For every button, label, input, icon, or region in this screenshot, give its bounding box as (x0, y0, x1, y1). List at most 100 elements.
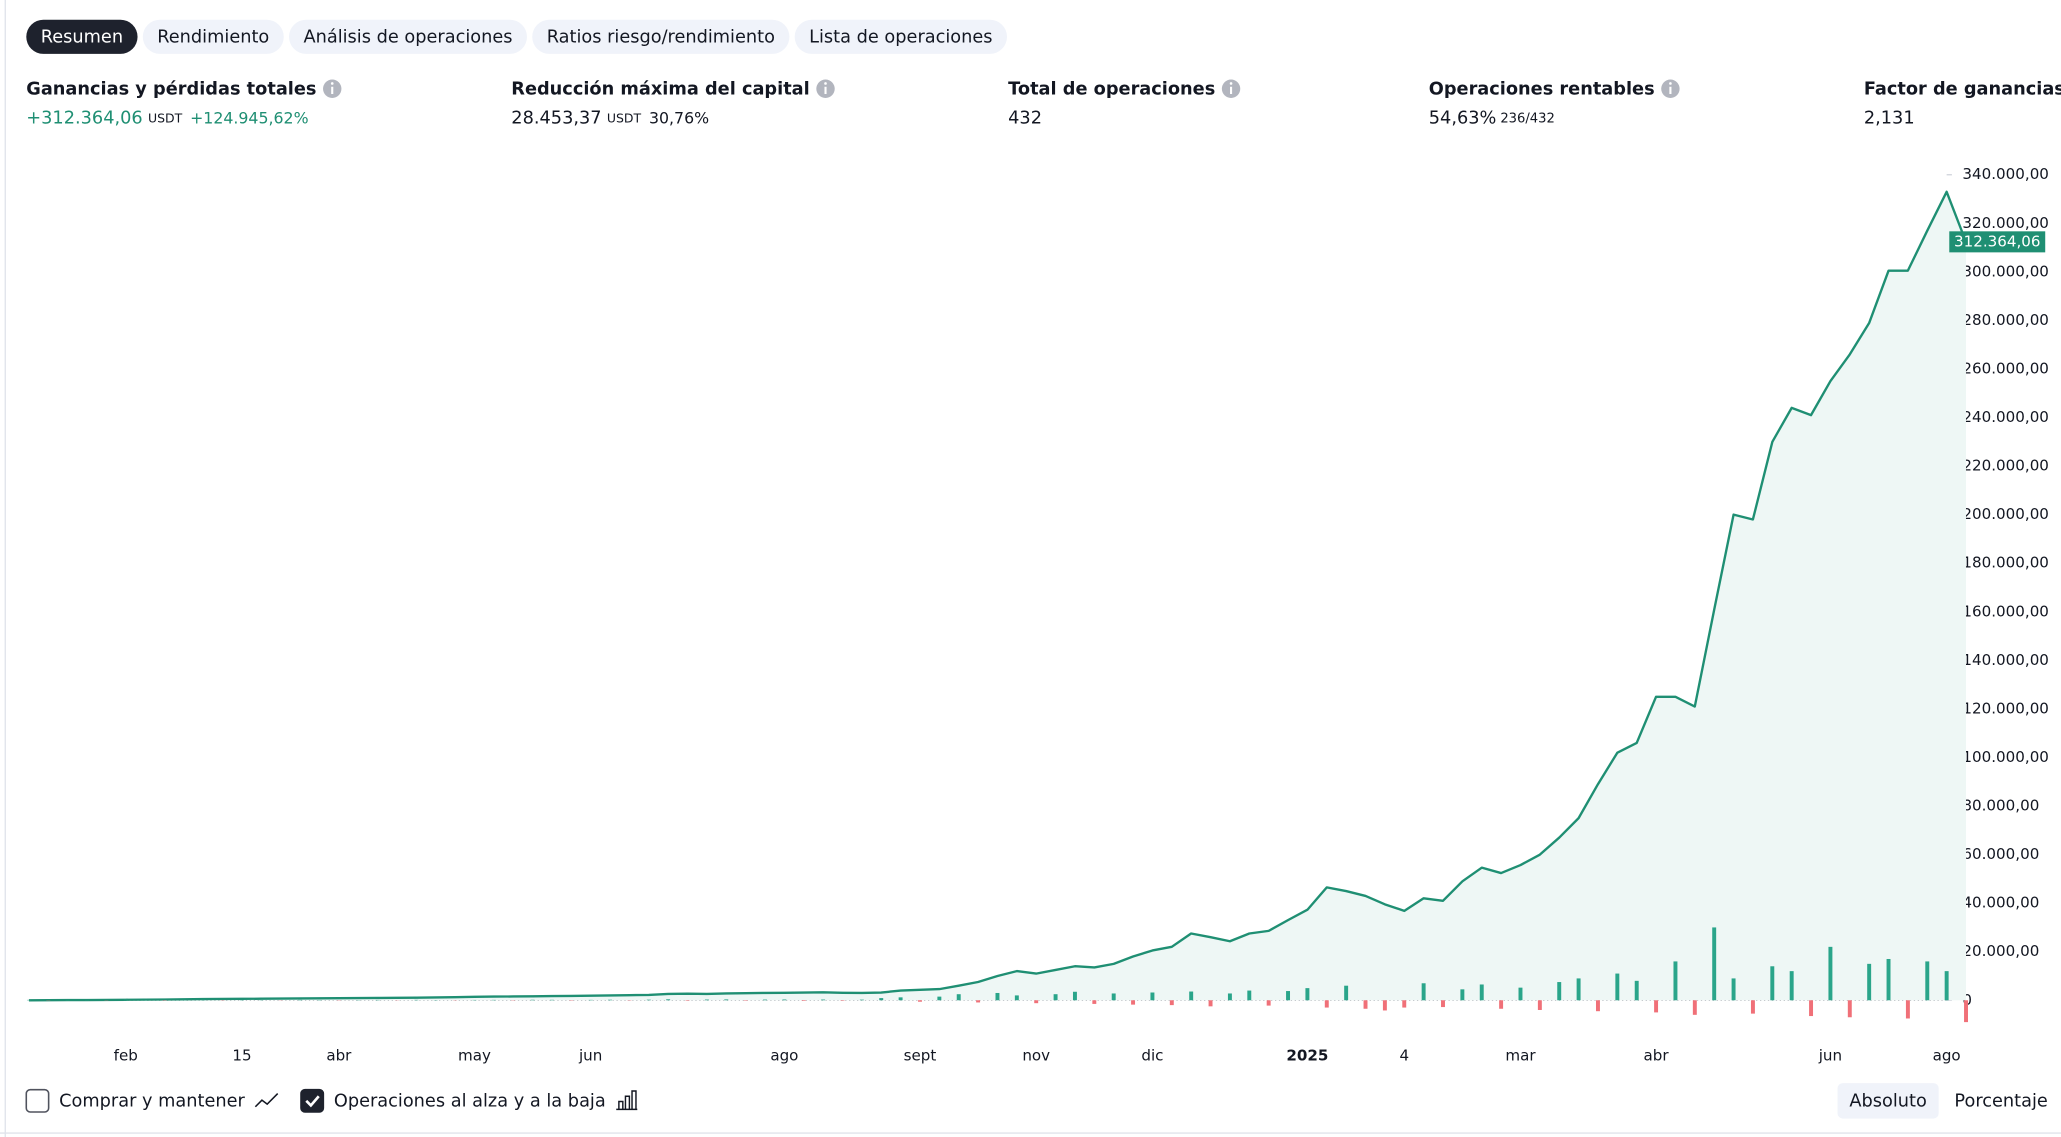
x-tick-label: ago (1933, 1047, 1961, 1065)
equity-line (28, 190, 1968, 1002)
info-icon-dot (824, 82, 827, 85)
y-tick-label: 260.000,00 (1962, 359, 2049, 377)
trade-bar (801, 1000, 806, 1001)
x-tick-label: 15 (232, 1047, 251, 1065)
trade-bar (879, 998, 884, 1001)
tab[interactable] (26, 19, 138, 54)
y-tick-label: 80.000,00 (1962, 797, 2039, 815)
x-tick-label: jun (578, 1047, 602, 1065)
trade-bar (1828, 946, 1833, 1001)
tab[interactable] (794, 19, 1007, 54)
x-tick-label: mar (1505, 1047, 1536, 1065)
y-tick-label: 20.000,00 (1962, 942, 2039, 960)
tab-label[interactable]: Resumen (41, 27, 123, 47)
equity-area (28, 191, 1967, 1001)
trade-bar (1441, 1000, 1445, 1008)
x-tick-label: abr (326, 1047, 352, 1065)
metric-label: Operaciones rentables (1429, 79, 1655, 99)
trade-bar (1905, 1000, 1910, 1019)
mode-label[interactable]: Absoluto (1849, 1091, 1926, 1111)
tab-bar: Resumen Rendimiento Análisis de operacione… (26, 19, 1007, 54)
trade-bar (724, 999, 729, 1001)
trade-bar (1770, 966, 1775, 1001)
trade-bar (1111, 993, 1116, 1001)
trade-bar (1712, 927, 1717, 1001)
mode-button[interactable] (1942, 1083, 2060, 1119)
x-tick-label: jun (1818, 1047, 1842, 1065)
trade-bar (1944, 971, 1949, 1001)
trade-bar (821, 999, 826, 1001)
info-icon-dot (330, 82, 334, 85)
option-label[interactable]: Comprar y mantener (59, 1091, 245, 1111)
trade-bar (1595, 1000, 1600, 1012)
trade-bar (1537, 1000, 1542, 1010)
x-tick-label: dic (1141, 1047, 1163, 1065)
y-tick-label: 340.000,00 (1962, 165, 2049, 183)
metric-value: 2,131 (1864, 108, 1915, 128)
trade-bar (859, 999, 864, 1001)
y-tick-label: 280.000,00 (1962, 311, 2049, 329)
mode-button[interactable] (1837, 1083, 1939, 1119)
tab[interactable] (532, 19, 790, 54)
metric-extra: 30,76% (649, 108, 709, 127)
trade-bar (995, 992, 1000, 1001)
trade-bar (782, 999, 787, 1001)
trade-bar (1286, 991, 1291, 1001)
y-tick-label: 160.000,00 (1962, 602, 2049, 620)
trade-bar (1382, 1000, 1387, 1011)
tab-label[interactable]: Lista de operaciones (809, 27, 992, 47)
y-tick-label: 60.000,00 (1962, 845, 2039, 863)
trade-bar (937, 996, 942, 1001)
metric-value: 432 (1008, 108, 1042, 128)
trade-bar (1402, 1000, 1407, 1008)
trade-bar (1886, 958, 1891, 1001)
x-tick-label: ago (770, 1047, 798, 1065)
trade-bar (1169, 1000, 1174, 1006)
checkbox[interactable] (300, 1088, 325, 1113)
trade-bar (1034, 1000, 1039, 1004)
trade-bar (1499, 1000, 1504, 1009)
tab[interactable] (142, 19, 284, 54)
trade-bar (1247, 990, 1252, 1001)
tab-label[interactable]: Ratios riesgo/rendimiento (547, 27, 775, 47)
y-tick-label: 300.000,00 (1962, 262, 2049, 280)
trade-bar (1421, 983, 1426, 1001)
x-tick-label: 2025 (1286, 1047, 1328, 1065)
checkbox[interactable] (25, 1088, 50, 1113)
trade-bar (1014, 995, 1019, 1001)
trade-bar (1518, 987, 1523, 1001)
trade-bar (1189, 991, 1194, 1001)
tab-label[interactable]: Análisis de operaciones (303, 27, 512, 47)
y-tick-label: 320.000,00 (1962, 214, 2049, 232)
trade-bar (1266, 1000, 1271, 1006)
mode-label[interactable]: Porcentaje (1954, 1091, 2047, 1111)
y-tick-label: 240.000,00 (1962, 408, 2049, 426)
bars-icon (616, 1090, 638, 1111)
metric-extra: +124.945,62% (190, 108, 308, 127)
metric-label: Total de operaciones (1008, 79, 1215, 99)
trade-bar (1654, 1000, 1659, 1013)
x-tick-label: may (458, 1047, 491, 1065)
option-label[interactable]: Operaciones al alza y a la baja (334, 1091, 606, 1111)
trade-bar (704, 999, 709, 1001)
trade-bar (1324, 1000, 1329, 1008)
trade-bar (1344, 985, 1349, 1001)
tab[interactable] (289, 19, 527, 54)
trade-bar (763, 999, 767, 1001)
trade-bar (1479, 984, 1484, 1001)
trade-bar (1867, 963, 1872, 1001)
trade-bar (1227, 993, 1232, 1001)
metric-extra: 236/432 (1500, 111, 1555, 126)
x-tick-label: abr (1644, 1047, 1670, 1065)
info-icon-dot (1229, 82, 1233, 85)
metric-unit: USDT (148, 110, 183, 125)
trade-bar (956, 994, 961, 1001)
y-tick-label: 0 (1962, 991, 1972, 1009)
line-icon (254, 1093, 279, 1108)
metric-label: Factor de ganancias (1864, 79, 2061, 99)
trade-bar (1576, 978, 1581, 1001)
tab-label[interactable]: Rendimiento (157, 27, 269, 47)
y-tick-label: 200.000,00 (1962, 505, 2049, 523)
equity-chart: 0 20.000,00 40.000,00 60.000,00 80.000,00 100… (26, 165, 2049, 1065)
trade-bar (1615, 973, 1620, 1001)
